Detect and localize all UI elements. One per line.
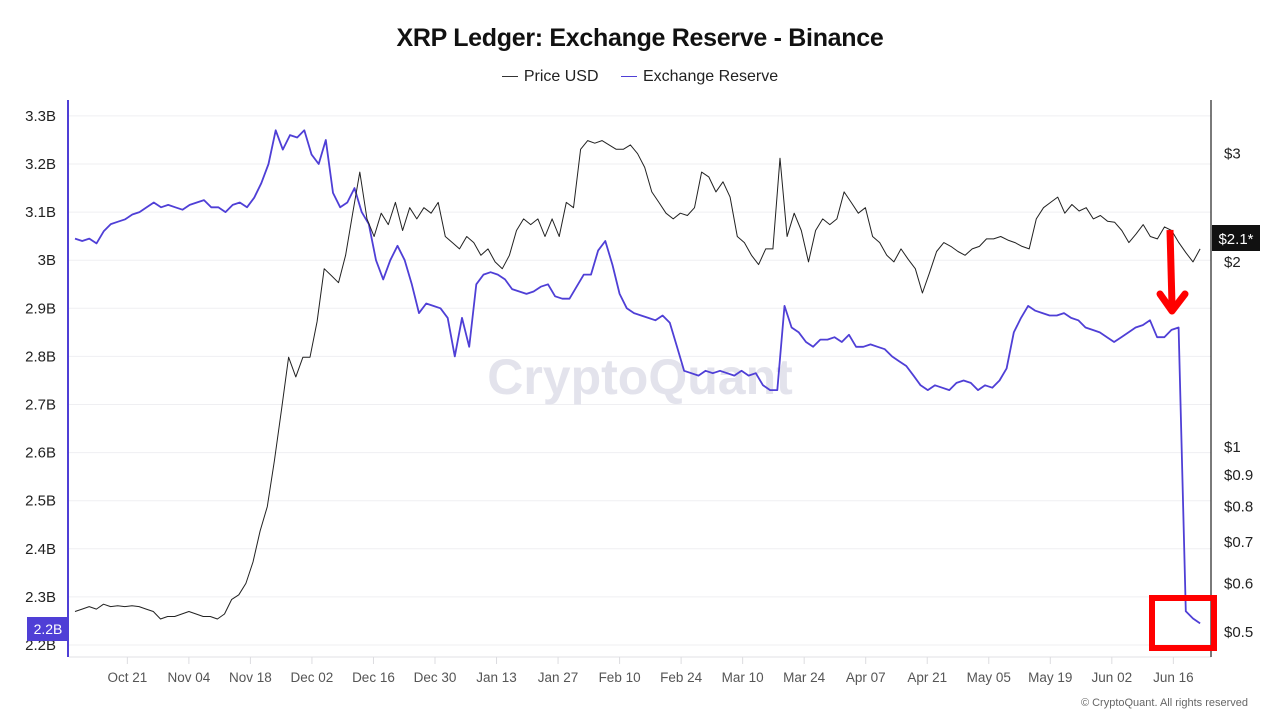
annotations [1149,229,1217,651]
x-tick-label: Dec 16 [352,670,395,685]
arrow-head [1156,290,1189,315]
x-tick-label: Jan 27 [538,670,579,685]
left-tick-label: 3.1B [25,204,56,221]
right-tick-label: $0.7 [1224,534,1253,551]
x-tick-label: Jun 16 [1153,670,1194,685]
legend-item-reserve[interactable]: Exchange Reserve [620,67,779,86]
x-tick-label: Nov 04 [167,670,210,685]
left-tick-label: 2.7B [25,397,56,414]
red-box-annotation [1149,595,1217,651]
current-value-badges: 2.2B $2.1* [27,225,1260,641]
left-current-value-badge: 2.2B [27,617,68,641]
legend-swatch-reserve [620,76,637,77]
series-line-exchange-reserve [74,129,1201,625]
right-tick-label: $3 [1224,146,1241,163]
left-tick-label: 2.4B [25,541,56,558]
x-tick-label: Jun 02 [1092,670,1133,685]
left-tick-label: 2.6B [25,445,56,462]
x-tick-label: Oct 21 [107,670,147,685]
left-tick-label: 3.3B [25,108,56,125]
legend-label-price: Price USD [523,67,599,85]
x-tick-label: Mar 10 [722,670,764,685]
legend-item-price[interactable]: Price USD [501,67,599,86]
left-tick-label: 2.3B [25,589,56,606]
x-tick-label: Apr 07 [846,670,886,685]
x-tick-label: May 19 [1028,670,1072,685]
left-tick-label: 3.2B [25,156,56,173]
arrow-shaft [1166,229,1176,306]
legend-swatch-price [501,76,518,77]
gridlines [69,115,1211,646]
right-current-value-badge: $2.1* [1212,225,1260,251]
left-tick-label: 2.9B [25,300,56,317]
right-tick-label: $0.9 [1224,467,1253,484]
left-tick-label: 2.5B [25,493,56,510]
right-tick-label: $0.8 [1224,499,1253,516]
left-badge-bg [27,617,68,641]
x-tick-label: Apr 21 [907,670,947,685]
left-tick-label: 3B [38,252,56,269]
watermark: CryptoQuant [487,349,793,405]
right-tick-label: $2 [1224,254,1241,271]
left-axis: 3.3B 3.2B 3.1B 3B 2.9B 2.8B 2.7B 2.6B 2.5B 2.4B 2.… [25,100,69,657]
right-axis: $3 $2 $1 $0.9 $0.8 $0.7 $0.6 $0.5 [1210,100,1253,657]
left-tick-label: 2.8B [25,348,56,365]
series-layer [74,129,1201,625]
legend: Price USD Exchange Reserve [0,64,1280,86]
left-badge-label: 2.2B [34,621,63,637]
legend-label-reserve: Exchange Reserve [642,67,779,85]
x-tick-label: Feb 24 [660,670,703,685]
x-tick-label: Dec 30 [414,670,457,685]
right-tick-label: $1 [1224,439,1241,456]
chart-title: XRP Ledger: Exchange Reserve - Binance [396,24,884,52]
series-line-price-usd [74,140,1201,620]
left-tick-label: 2.2B [25,637,56,654]
x-tick-label: Mar 24 [783,670,826,685]
x-tick-label: Nov 18 [229,670,272,685]
right-tick-label: $0.6 [1224,575,1253,592]
x-axis: Oct 21 Nov 04 Nov 18 Dec 02 Dec 16 Dec 30 Jan … [69,656,1211,685]
x-tick-label: Feb 10 [599,670,641,685]
x-tick-label: May 05 [967,670,1011,685]
x-tick-label: Dec 02 [291,670,334,685]
copyright: © CryptoQuant. All rights reserved [1080,697,1248,709]
right-tick-label: $0.5 [1224,624,1253,641]
right-badge-bg [1212,225,1260,251]
right-badge-label: $2.1* [1218,231,1253,248]
x-tick-label: Jan 13 [476,670,517,685]
red-arrow-annotation [1156,229,1189,315]
